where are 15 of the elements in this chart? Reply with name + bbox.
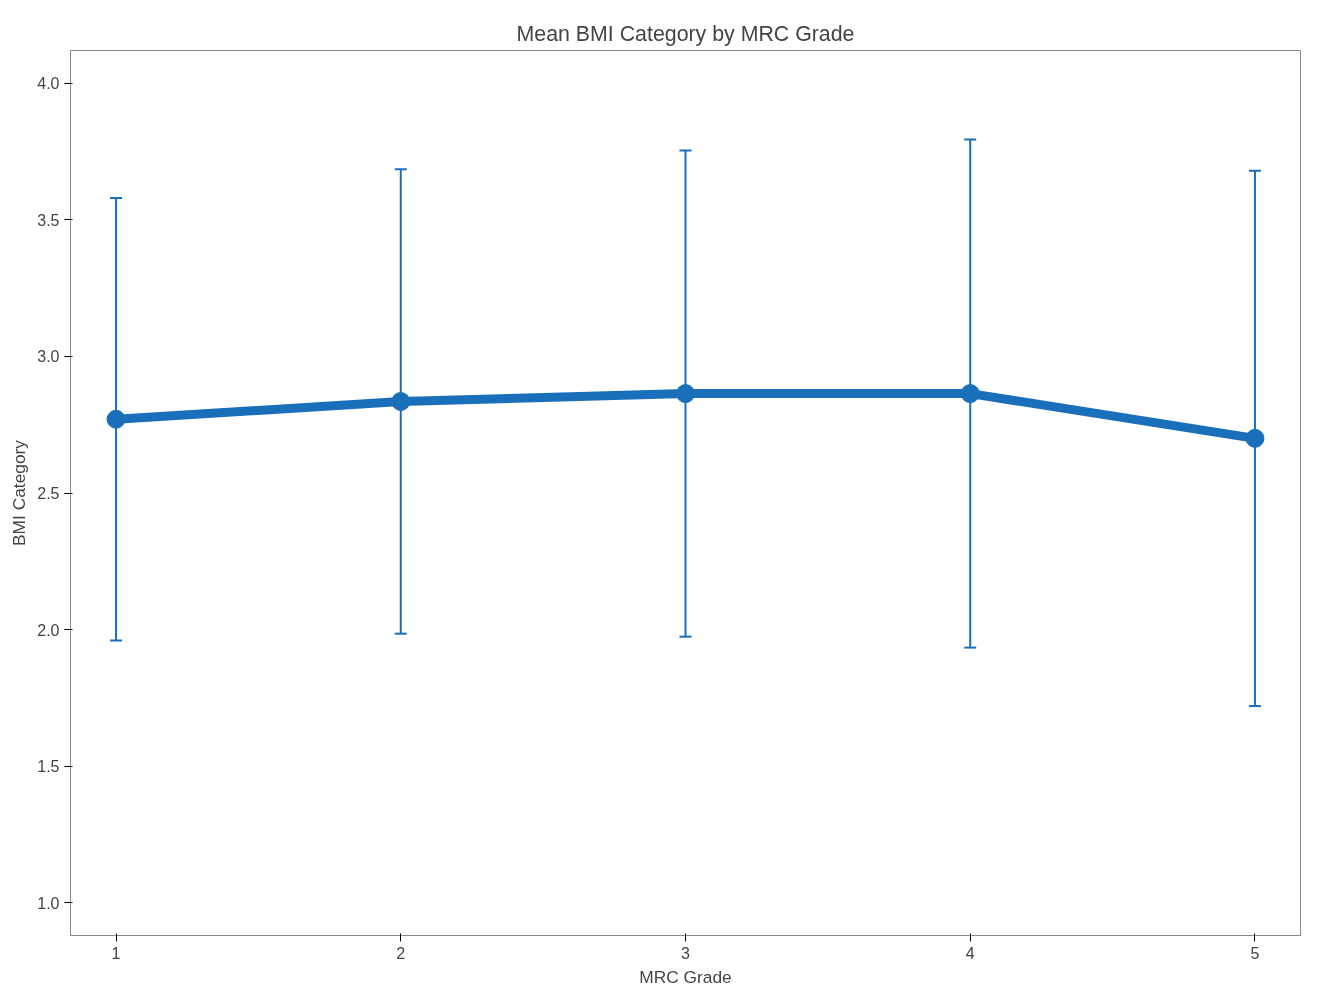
y-tick-label: 3.5 — [37, 211, 60, 229]
x-tick-label: 2 — [396, 944, 406, 962]
y-tick-label: 4.0 — [37, 75, 60, 93]
y-tick-label: 1.0 — [37, 894, 60, 912]
x-tick-label: 4 — [965, 944, 975, 962]
y-tick-label: 2.0 — [37, 621, 60, 639]
x-tick-label: 1 — [111, 944, 121, 962]
y-axis-title: BMI Category — [9, 439, 30, 546]
x-tick-label: 5 — [1250, 944, 1260, 962]
y-tick-label: 2.5 — [37, 485, 60, 502]
x-axis-title: MRC Grade — [639, 966, 732, 987]
y-tick-label: 1.5 — [37, 758, 60, 776]
y-tick-label: 3.0 — [37, 348, 60, 366]
x-tick-label: 3 — [681, 944, 691, 962]
chart-title: Mean BMI Category by MRC Grade — [516, 21, 855, 46]
